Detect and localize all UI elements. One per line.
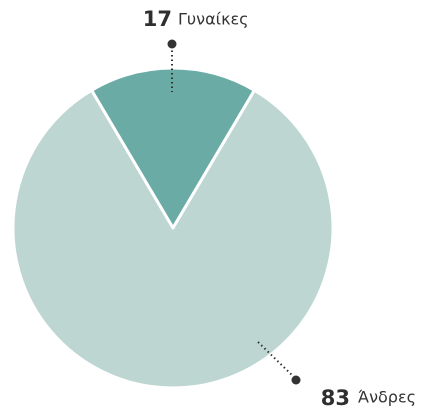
pie: [11, 66, 335, 390]
leader-top: [167, 39, 177, 92]
pie-slice: [90, 66, 256, 230]
leader-line: [257, 341, 295, 378]
pie-slice: [11, 88, 335, 390]
value-label: 83: [321, 386, 350, 409]
leader-bottom: [257, 341, 301, 385]
value-label: 17: [143, 7, 172, 31]
leader-dot: [167, 39, 177, 49]
category-label: Άνδρες: [358, 388, 416, 407]
category-label: Γυναίκες: [178, 10, 249, 29]
leader-dot: [291, 375, 301, 385]
